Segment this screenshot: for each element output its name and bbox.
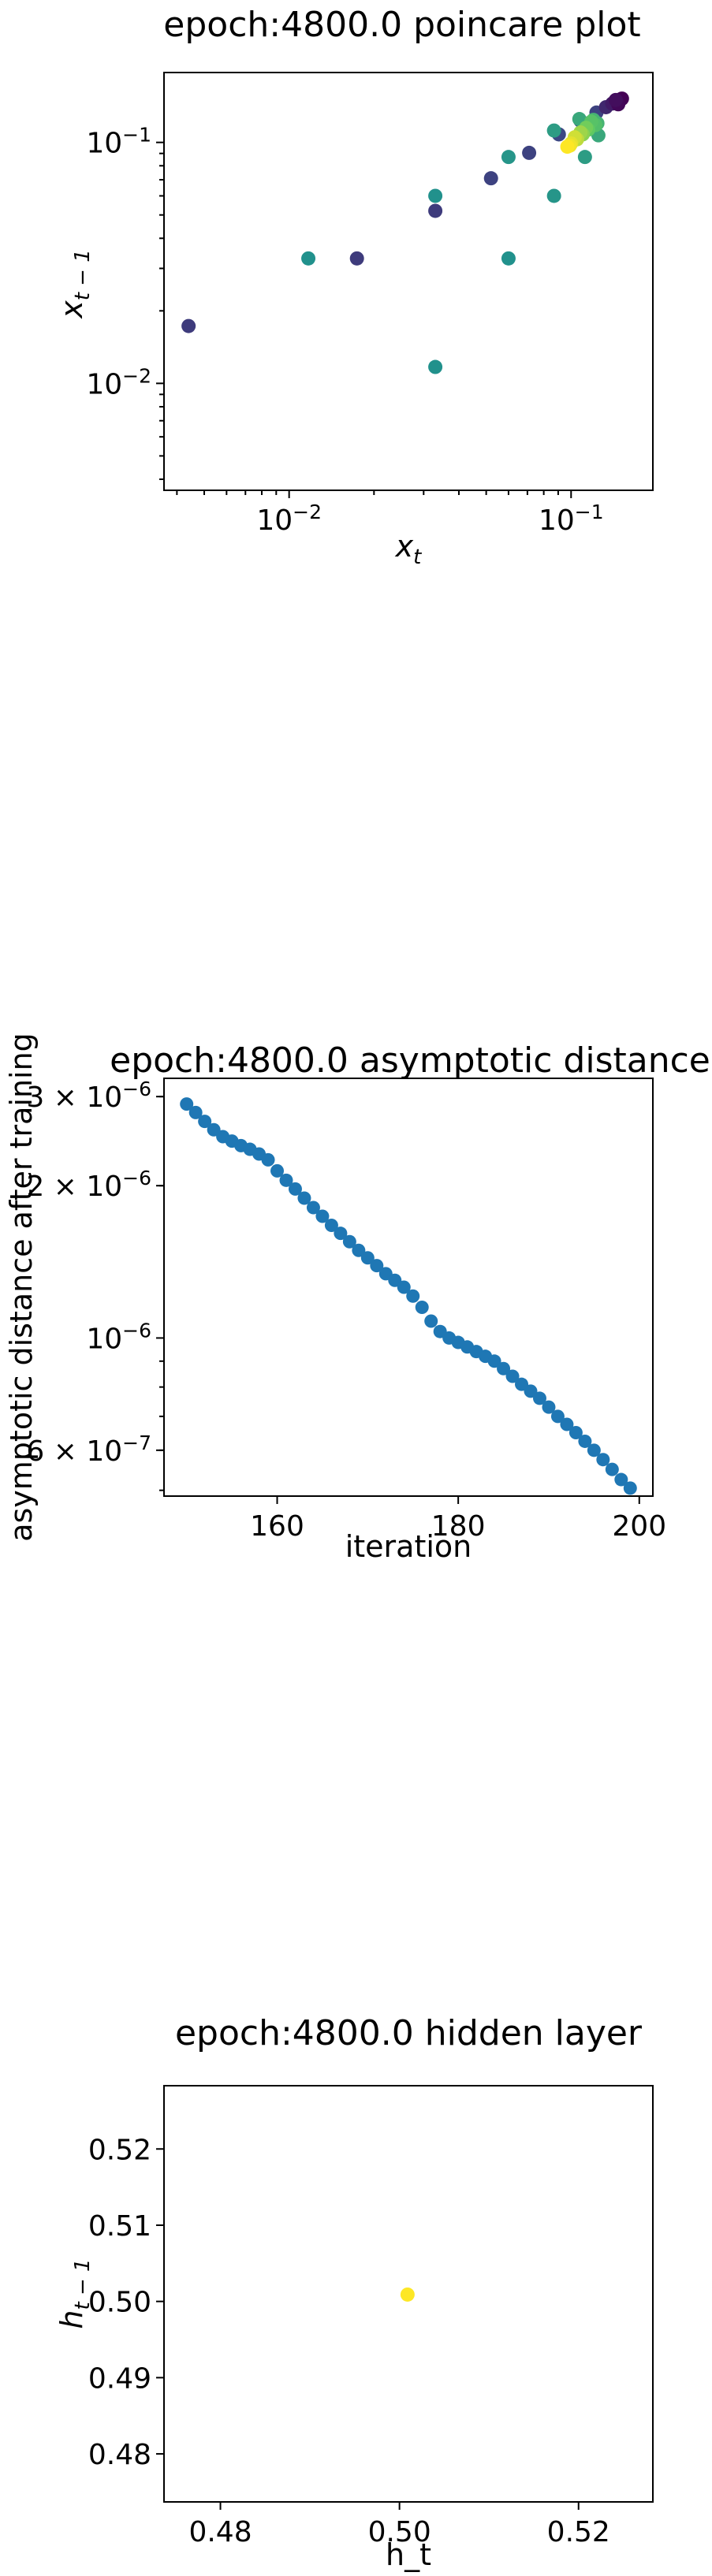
- data-point: [487, 1354, 501, 1368]
- data-point: [370, 1259, 384, 1273]
- data-point: [198, 1115, 212, 1129]
- data-point: [181, 318, 196, 333]
- y-tick-label: 0.49: [88, 2362, 151, 2395]
- y-tick-label: 10−2: [86, 364, 151, 400]
- data-point: [546, 188, 561, 203]
- x-axis-label: iteration: [345, 1529, 472, 1564]
- data-point: [524, 1384, 538, 1398]
- chart-title: epoch:4800.0 hidden layer: [175, 2013, 643, 2053]
- data-point: [342, 1234, 356, 1249]
- data-point: [352, 1243, 366, 1257]
- x-tick-label: 200: [612, 1510, 666, 1543]
- chart-title: epoch:4800.0 asymptotic distance: [110, 1040, 710, 1081]
- y-tick-label: 10−6: [86, 1319, 151, 1355]
- data-point: [501, 150, 516, 165]
- data-point: [306, 1201, 320, 1215]
- point-layer: [180, 1097, 637, 1495]
- y-tick-label: 0.50: [88, 2287, 151, 2319]
- data-point: [568, 1426, 583, 1440]
- data-point: [614, 1472, 628, 1487]
- data-point: [400, 2287, 415, 2302]
- data-point: [301, 251, 316, 266]
- data-point: [550, 1409, 565, 1424]
- x-tick-label: 0.48: [188, 2516, 252, 2548]
- data-point: [261, 1152, 275, 1167]
- data-point: [501, 251, 516, 266]
- data-point: [505, 1369, 520, 1383]
- x-tick-label: 10−1: [539, 501, 604, 537]
- y-tick-label: 10−1: [86, 124, 151, 160]
- x-tick-label: 160: [250, 1510, 304, 1543]
- hidden-layer-plot: epoch:4800.0 hidden layer 0.48 0.50 0.520.…: [54, 2013, 654, 2572]
- y-tick-label: 6 × 10−7: [26, 1431, 151, 1468]
- y-tick-label: 0.51: [88, 2210, 151, 2243]
- data-point: [334, 1227, 348, 1241]
- data-point: [577, 150, 592, 165]
- data-point: [424, 1314, 438, 1328]
- data-point: [623, 1481, 637, 1495]
- x-axis-label: xt: [395, 529, 423, 569]
- data-point: [497, 1361, 511, 1375]
- poincare-plot: epoch:4800.0 poincare plot 10−2 10−110−21…: [54, 5, 654, 569]
- data-point: [560, 140, 575, 154]
- y-tick-label: 3 × 10−6: [26, 1078, 151, 1114]
- y-axis-label: ht − 1: [54, 2258, 95, 2328]
- data-point: [288, 1182, 302, 1196]
- data-point: [360, 1251, 375, 1265]
- x-axis-label: h_t: [386, 2537, 431, 2572]
- data-point: [428, 359, 443, 374]
- chart-title: epoch:4800.0 poincare plot: [163, 5, 640, 45]
- data-point: [560, 1417, 574, 1431]
- data-point: [596, 1453, 610, 1467]
- point-layer: [400, 2287, 415, 2302]
- data-point: [578, 1434, 592, 1448]
- data-point: [522, 145, 537, 160]
- asymptotic-distance-plot: epoch:4800.0 asymptotic distance 160 180 2…: [4, 1033, 710, 1564]
- y-tick-label: 0.52: [88, 2134, 151, 2166]
- plot-area: [163, 2085, 654, 2503]
- data-point: [515, 1377, 529, 1391]
- tick-layer: 10−2 10−1 10−2 10−1: [86, 124, 603, 537]
- plot-area: [163, 1078, 654, 1497]
- data-point: [608, 92, 623, 107]
- data-point: [428, 203, 443, 218]
- y-axis-label: asymptotic distance after training: [4, 1033, 39, 1542]
- data-point: [207, 1122, 221, 1137]
- y-tick-label: 0.48: [88, 2439, 151, 2471]
- tick-layer: 0.48 0.50 0.52 0.52 0.51 0.50 0.49 0.48: [88, 2134, 610, 2548]
- data-point: [279, 1173, 293, 1187]
- x-tick-label: 180: [431, 1510, 486, 1543]
- x-tick-label: 0.52: [547, 2516, 610, 2548]
- plot-area: [163, 72, 654, 491]
- data-point: [587, 1443, 601, 1457]
- data-point: [605, 1462, 619, 1476]
- data-point: [532, 1391, 546, 1405]
- data-point: [270, 1163, 285, 1178]
- data-point: [546, 123, 561, 138]
- y-axis-label: xt − 1: [54, 249, 95, 319]
- point-layer: [181, 91, 629, 374]
- data-point: [406, 1289, 420, 1303]
- data-point: [397, 1280, 411, 1294]
- data-point: [324, 1218, 338, 1232]
- data-point: [428, 188, 443, 203]
- data-point: [188, 1105, 203, 1119]
- data-point: [180, 1097, 194, 1111]
- data-point: [349, 251, 364, 266]
- data-point: [542, 1400, 556, 1414]
- data-point: [297, 1191, 311, 1205]
- x-tick-label: 10−2: [256, 501, 322, 537]
- data-point: [415, 1300, 429, 1314]
- tick-layer: 160 180 200 3 × 10−6 2 × 10−6 10−6 6 × 10−7: [26, 1078, 666, 1543]
- y-tick-label: 2 × 10−6: [26, 1167, 151, 1203]
- data-point: [315, 1209, 330, 1223]
- x-tick-label: 0.50: [368, 2516, 431, 2548]
- data-point: [483, 171, 498, 186]
